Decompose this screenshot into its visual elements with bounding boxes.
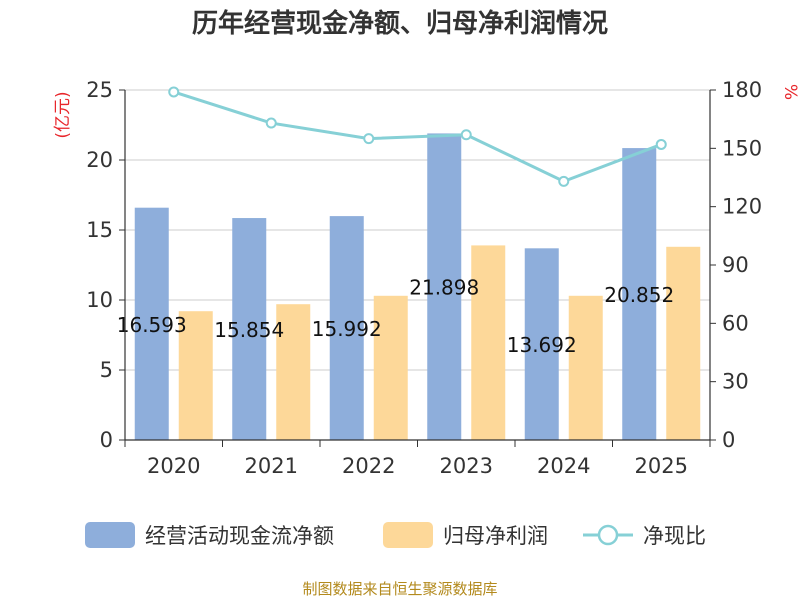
x-tick-label: 2025 [635, 454, 688, 478]
data-label: 16.593 [117, 313, 187, 337]
legend-swatch [85, 522, 135, 548]
right-tick-label: 180 [722, 78, 762, 102]
legend-label: 净现比 [643, 524, 706, 548]
legend-item[interactable]: 经营活动现金流净额 [85, 522, 334, 548]
bar-net-profit [471, 245, 506, 440]
left-tick-label: 10 [86, 288, 113, 312]
right-tick-label: 60 [722, 311, 749, 335]
bar-cashflow [524, 248, 559, 440]
data-labels: 16.593 15.854 15.992 21.898 13.692 20.852 [117, 276, 674, 357]
bar-cashflow [622, 148, 657, 440]
left-tick-label: 0 [100, 428, 113, 452]
chart-title: 历年经营现金净额、归母净利润情况 [192, 8, 608, 39]
left-tick-label: 25 [86, 78, 113, 102]
legend-item[interactable]: 归母净利润 [383, 522, 548, 548]
gridlines [125, 89, 710, 371]
legend-marker [597, 524, 619, 546]
ratio-point [460, 129, 472, 141]
bar-cashflow [329, 216, 364, 440]
right-axis-unit: % [780, 84, 800, 100]
data-label: 20.852 [604, 283, 674, 307]
legend[interactable]: 经营活动现金流净额 归母净利润 净现比 [85, 522, 706, 548]
bar-net-profit [276, 304, 311, 440]
bar-cashflow [232, 218, 267, 440]
bar-cashflow [427, 133, 462, 441]
x-tick-label: 2021 [245, 454, 298, 478]
legend-item[interactable]: 净现比 [583, 524, 706, 548]
ratio-point [363, 133, 375, 145]
right-tick-label: 30 [722, 370, 749, 394]
source-note: 制图数据来自恒生聚源数据库 [302, 580, 497, 598]
left-axis-unit: (亿元) [53, 91, 73, 138]
legend-swatch [383, 522, 433, 548]
data-label: 15.992 [312, 317, 382, 341]
left-tick-label: 20 [86, 148, 113, 172]
bars [134, 133, 701, 441]
legend-label: 经营活动现金流净额 [145, 524, 334, 548]
ratio-point [265, 117, 277, 129]
x-tick-label: 2023 [440, 454, 493, 478]
x-tick-label: 2022 [342, 454, 395, 478]
bar-net-profit [568, 295, 603, 440]
ratio-point [168, 86, 180, 98]
right-tick-label: 150 [722, 136, 762, 160]
x-tick-label: 2020 [147, 454, 200, 478]
right-tick-label: 120 [722, 195, 762, 219]
data-label: 15.854 [214, 318, 284, 342]
ratio-point [655, 138, 667, 150]
right-tick-label: 90 [722, 253, 749, 277]
ratio-line [168, 86, 667, 187]
bar-net-profit [178, 311, 213, 440]
ratio-point [558, 175, 570, 187]
bar-net-profit [373, 295, 408, 440]
left-tick-label: 5 [100, 358, 113, 382]
data-label: 21.898 [409, 276, 479, 300]
ratio-polyline [173, 90, 662, 184]
bar-cashflow [134, 207, 169, 440]
right-tick-label: 0 [722, 428, 735, 452]
bar-net-profit [666, 246, 701, 440]
x-tick-label: 2024 [537, 454, 590, 478]
data-label: 13.692 [507, 333, 577, 357]
legend-label: 归母净利润 [443, 524, 548, 548]
left-tick-label: 15 [86, 218, 113, 242]
